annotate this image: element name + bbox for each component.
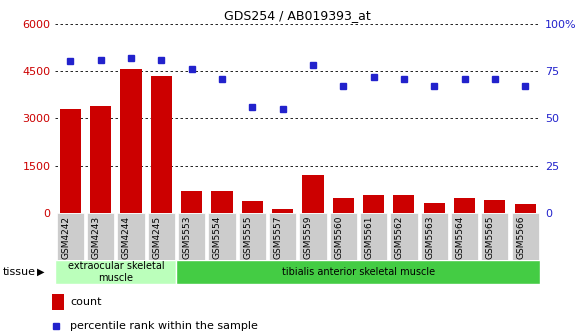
- FancyBboxPatch shape: [87, 213, 114, 260]
- FancyBboxPatch shape: [117, 213, 145, 260]
- Bar: [272, 209, 293, 213]
- Text: GSM5557: GSM5557: [274, 216, 282, 259]
- FancyBboxPatch shape: [148, 213, 175, 260]
- Text: GSM5564: GSM5564: [456, 216, 465, 259]
- FancyBboxPatch shape: [299, 213, 327, 260]
- Text: GSM5565: GSM5565: [486, 216, 495, 259]
- FancyBboxPatch shape: [481, 213, 508, 260]
- FancyBboxPatch shape: [269, 213, 296, 260]
- Text: tissue: tissue: [3, 267, 36, 277]
- Text: GSM5560: GSM5560: [334, 216, 343, 259]
- Bar: [60, 109, 81, 213]
- Text: GSM4242: GSM4242: [62, 216, 70, 259]
- FancyBboxPatch shape: [55, 260, 177, 284]
- FancyBboxPatch shape: [57, 213, 84, 260]
- Text: GSM4243: GSM4243: [92, 216, 101, 259]
- Text: count: count: [70, 297, 102, 307]
- Bar: [120, 70, 142, 213]
- Text: GSM5554: GSM5554: [213, 216, 222, 259]
- Text: ▶: ▶: [37, 267, 44, 277]
- Text: GSM5559: GSM5559: [304, 216, 313, 259]
- Bar: [302, 175, 324, 213]
- FancyBboxPatch shape: [451, 213, 478, 260]
- Bar: [424, 203, 445, 213]
- Text: GSM5561: GSM5561: [364, 216, 374, 259]
- Text: GSM5555: GSM5555: [243, 216, 252, 259]
- Bar: [52, 294, 64, 310]
- Title: GDS254 / AB019393_at: GDS254 / AB019393_at: [224, 9, 371, 23]
- Text: GSM4244: GSM4244: [122, 216, 131, 259]
- Text: extraocular skeletal
muscle: extraocular skeletal muscle: [67, 261, 164, 283]
- Text: GSM5566: GSM5566: [516, 216, 525, 259]
- Bar: [393, 195, 414, 213]
- Text: percentile rank within the sample: percentile rank within the sample: [70, 321, 259, 331]
- Text: GSM4245: GSM4245: [152, 216, 162, 259]
- Bar: [90, 106, 112, 213]
- FancyBboxPatch shape: [329, 213, 357, 260]
- Text: tibialis anterior skeletal muscle: tibialis anterior skeletal muscle: [282, 267, 435, 277]
- FancyBboxPatch shape: [209, 213, 236, 260]
- FancyBboxPatch shape: [421, 213, 448, 260]
- FancyBboxPatch shape: [239, 213, 266, 260]
- Bar: [515, 204, 536, 213]
- Bar: [363, 195, 384, 213]
- Bar: [333, 198, 354, 213]
- Bar: [484, 200, 505, 213]
- Bar: [150, 76, 172, 213]
- Text: GSM5563: GSM5563: [425, 216, 434, 259]
- Bar: [242, 201, 263, 213]
- Text: GSM5553: GSM5553: [182, 216, 192, 259]
- FancyBboxPatch shape: [360, 213, 387, 260]
- Text: GSM5562: GSM5562: [395, 216, 404, 259]
- FancyBboxPatch shape: [390, 213, 418, 260]
- FancyBboxPatch shape: [177, 260, 540, 284]
- FancyBboxPatch shape: [511, 213, 539, 260]
- Bar: [181, 191, 202, 213]
- FancyBboxPatch shape: [178, 213, 205, 260]
- Bar: [211, 191, 232, 213]
- Bar: [454, 198, 475, 213]
